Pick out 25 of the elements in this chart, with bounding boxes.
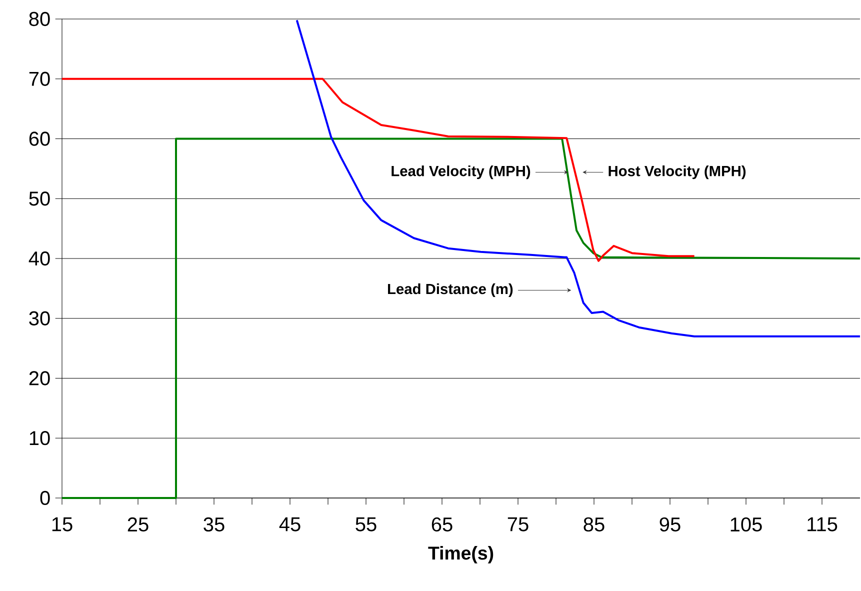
x-tick-label: 95 xyxy=(660,517,680,532)
x-tick-label: 115 xyxy=(808,517,838,532)
x-tick-label: 55 xyxy=(356,517,376,532)
y-tick-label: 30 xyxy=(29,311,50,326)
x-axis-title: Time(s) xyxy=(428,546,494,564)
x-tick-label: 25 xyxy=(128,517,148,532)
x-tick-label: 15 xyxy=(52,517,72,532)
y-tick-label: 50 xyxy=(29,192,50,206)
y-tick-label: 10 xyxy=(30,431,50,446)
text: Lead Distance (m) xyxy=(388,283,513,298)
text: Host Velocity (MPH) xyxy=(608,165,746,180)
x-tick-label: 65 xyxy=(432,517,452,532)
x-tick-label: 85 xyxy=(584,517,604,532)
x-tick-label: 105 xyxy=(730,517,762,532)
y-tick-label: 20 xyxy=(29,371,50,386)
y-tick-label: 40 xyxy=(28,251,50,266)
x-tick-label: 35 xyxy=(204,517,224,532)
x-tick-label: 45 xyxy=(279,517,300,532)
x-tick-label: 75 xyxy=(508,517,528,532)
y-tick-label: 0 xyxy=(40,490,50,506)
y-tick-label: 60 xyxy=(29,132,50,146)
y-tick-label: 80 xyxy=(29,12,50,26)
series-label: Lead Velocity (MPH) xyxy=(392,165,530,180)
line-series xyxy=(296,19,861,338)
y-tick-label: 70 xyxy=(29,72,50,86)
